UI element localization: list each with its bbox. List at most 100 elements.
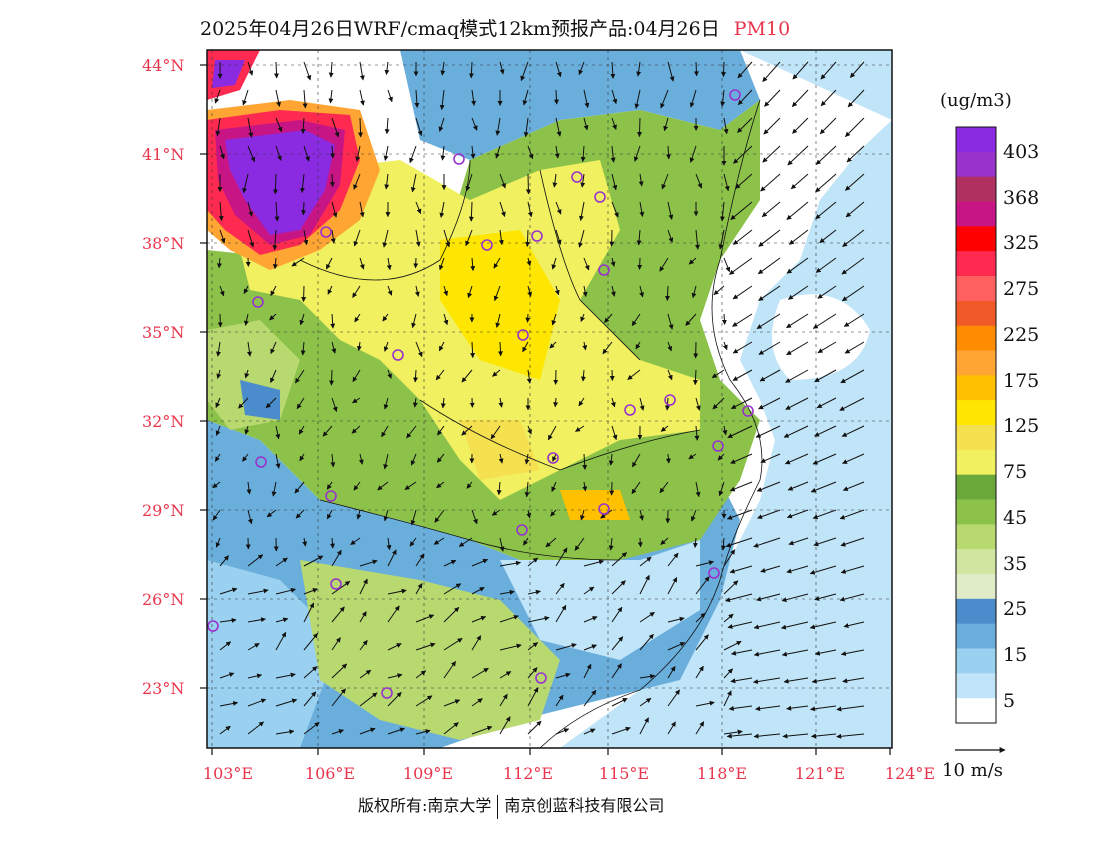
wind-arrow: [780, 621, 809, 630]
colorbar-label: 5: [1003, 690, 1016, 712]
wind-arrow: [753, 621, 781, 630]
wind-arrow: [443, 660, 457, 679]
wind-arrow: [844, 341, 865, 354]
wind-arrow: [214, 89, 221, 104]
city-marker: [712, 440, 724, 452]
wind-arrow: [604, 313, 613, 323]
wind-arrow: [387, 549, 397, 567]
wind-arrow: [244, 313, 249, 326]
copyright-separator: [497, 794, 499, 819]
wind-arrow: [553, 89, 559, 105]
wind-arrow: [470, 341, 476, 359]
wind-arrow: [247, 509, 253, 525]
wind-arrow: [810, 481, 837, 493]
wind-arrow: [495, 313, 501, 328]
wind-arrow: [667, 229, 674, 243]
wind-arrow: [331, 729, 344, 735]
wind-arrow: [524, 453, 530, 465]
wind-arrow: [611, 636, 624, 651]
wind-arrow: [731, 649, 753, 656]
wind-arrow: [328, 61, 334, 78]
wind-arrow: [330, 453, 336, 468]
gridlines: [207, 50, 892, 748]
wind-arrow: [667, 721, 676, 735]
wind-arrow: [215, 425, 221, 436]
wind-arrow: [499, 643, 522, 651]
wind-arrow: [721, 313, 727, 325]
wind-arrow: [331, 117, 340, 138]
wind-arrow: [352, 397, 361, 404]
wind-arrow: [247, 554, 264, 567]
wind-arrow: [694, 425, 700, 441]
wind-arrow: [762, 61, 781, 82]
wind-arrow: [691, 285, 697, 299]
wind-arrow: [667, 665, 676, 679]
wind-arrow: [610, 285, 616, 297]
lat-tick-label: 26°N: [142, 590, 185, 609]
wind-arrow: [272, 173, 278, 195]
wind-arrow: [471, 725, 493, 735]
colorbar-swatch: [956, 325, 996, 351]
wind-arrow: [458, 537, 473, 547]
wind-arrow: [551, 257, 557, 270]
wind-arrow: [785, 369, 809, 383]
wind-arrow: [527, 720, 542, 735]
wind-arrow: [410, 509, 417, 526]
wind-arrow: [247, 642, 260, 651]
lat-tick-label: 38°N: [142, 234, 185, 253]
wind-arrow: [299, 173, 305, 193]
city-marker: [481, 239, 493, 251]
colorbar: [956, 127, 996, 724]
wind-arrow: [387, 727, 405, 735]
wind-arrow: [471, 117, 478, 131]
wind-arrow: [247, 673, 263, 679]
wind-arrow: [465, 229, 473, 247]
wind-arrow: [661, 173, 669, 190]
colorbar-swatch: [956, 449, 996, 476]
wind-arrow: [326, 509, 333, 520]
wind-arrow: [331, 606, 345, 623]
colorbar-label: 125: [1003, 415, 1040, 437]
wind-arrow: [583, 616, 598, 623]
wind-arrow: [578, 229, 585, 248]
wind-arrow: [413, 369, 418, 383]
wind-arrow: [443, 285, 449, 297]
wind-arrow: [331, 341, 337, 354]
wind-arrow: [732, 341, 753, 354]
lat-tick-label: 35°N: [142, 323, 185, 342]
colorbar-swatch: [956, 226, 996, 252]
wind-arrow: [527, 425, 532, 435]
wind-arrow: [526, 257, 532, 267]
wind-arrow: [415, 117, 423, 136]
wind-arrow: [547, 425, 557, 441]
wind-arrow: [525, 313, 531, 323]
wind-arrow: [786, 565, 809, 574]
colorbar-swatch: [956, 127, 996, 153]
wind-arrow: [299, 453, 305, 462]
wind-arrow: [498, 397, 504, 408]
wind-arrow: [695, 481, 701, 498]
wind-arrow: [729, 565, 753, 574]
wind-arrow: [665, 453, 671, 464]
wind-arrow: [786, 201, 809, 220]
wind-arrow: [443, 559, 457, 567]
wind-arrow: [786, 509, 809, 519]
wind-arrow: [814, 593, 837, 601]
city-marker: [598, 503, 610, 515]
wind-arrow: [760, 173, 781, 192]
wind-arrow: [439, 89, 445, 110]
wind-arrow: [845, 117, 865, 137]
wind-arrow: [275, 453, 281, 469]
wind-arrow: [712, 397, 725, 410]
wind-arrow: [637, 257, 643, 270]
wind-arrow: [527, 201, 533, 218]
wind-arrow: [732, 285, 753, 300]
wind-arrow: [608, 537, 614, 551]
wind-arrow: [631, 453, 641, 468]
wind-arrow: [639, 697, 652, 707]
wind-arrow: [359, 669, 372, 679]
wind-arrow: [384, 173, 390, 190]
wind-arrow: [843, 313, 865, 327]
wind-arrow: [839, 397, 865, 411]
wind-arrow: [610, 145, 616, 163]
